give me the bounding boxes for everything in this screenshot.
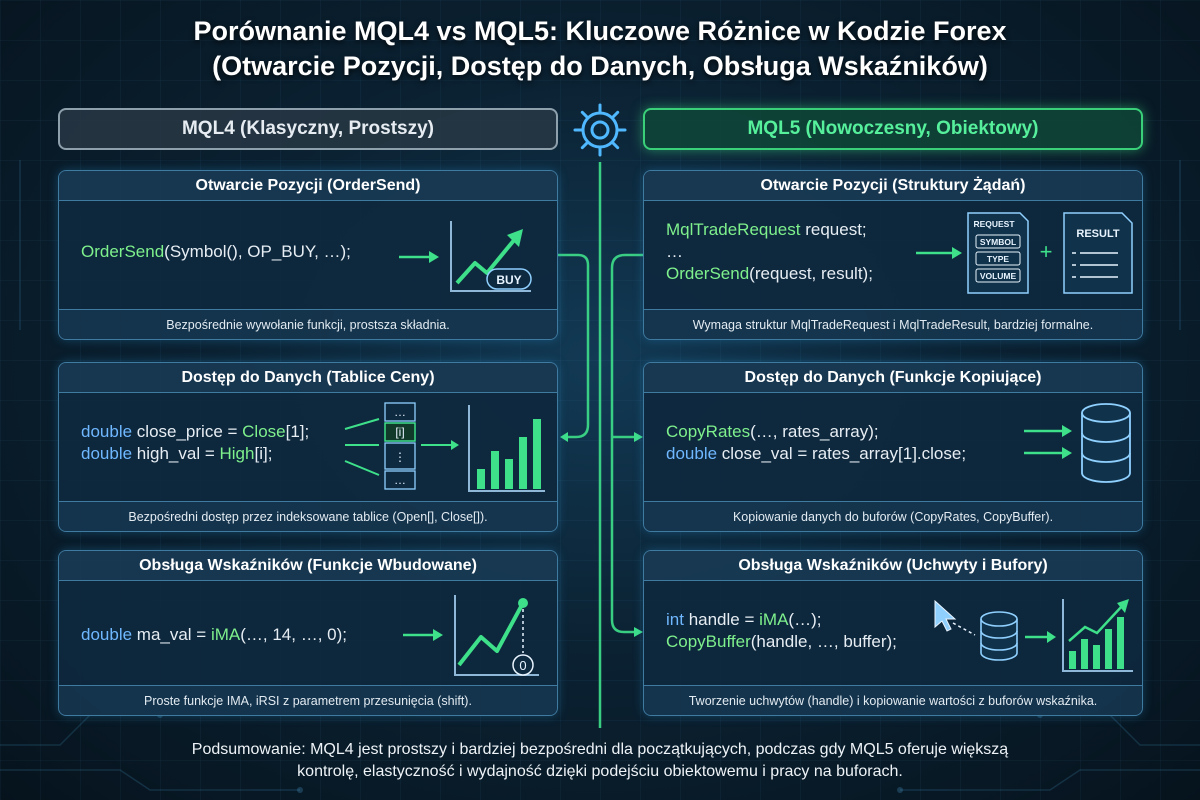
mql4-order-panel: Otwarcie Pozycji (OrderSend) OrderSend(S… — [58, 170, 558, 340]
code-mid: ma_val = — [132, 625, 211, 644]
code-rest: [1]; — [285, 422, 310, 441]
buy-badge: BUY — [496, 273, 521, 287]
mql5-column-header: MQL5 (Nowoczesny, Obiektowy) — [643, 108, 1143, 150]
array-cell: … — [394, 405, 406, 419]
mql4-column-header: MQL4 (Klasyczny, Prostszy) — [58, 108, 558, 150]
gear-icon — [573, 103, 627, 157]
main-title: Porównanie MQL4 vs MQL5: Kluczowe Różnic… — [0, 14, 1200, 84]
request-header: REQUEST — [973, 219, 1015, 229]
panel-footer: Proste funkcje IMA, iRSI z parametrem pr… — [59, 685, 557, 715]
code-fn: OrderSend — [666, 264, 750, 283]
code-ima: double ma_val = iMA(…, 14, …, 0); — [81, 624, 347, 646]
panel-footer: Bezpośredni dostęp przez indeksowane tab… — [59, 501, 557, 531]
code-rest: (…); — [788, 610, 822, 629]
code-fn: CopyRates — [666, 422, 751, 441]
code-fn: OrderSend — [81, 242, 165, 261]
code-ordersend: OrderSend(Symbol(), OP_BUY, …); — [81, 241, 351, 263]
panel-footer: Wymaga struktur MqlTradeRequest i MqlTra… — [644, 309, 1142, 339]
panel-title: Dostęp do Danych (Tablice Ceny) — [59, 363, 557, 393]
code-kw: double — [81, 625, 133, 644]
mql5-data-panel: Dostęp do Danych (Funkcje Kopiujące) Cop… — [643, 362, 1143, 532]
indicator-chart-icon: 0 — [403, 595, 539, 676]
array-cell: … — [394, 473, 406, 487]
array-cell: ⋮ — [394, 450, 406, 464]
buy-chart-icon: BUY — [399, 221, 532, 292]
code-fn: MqlTradeRequest — [666, 220, 801, 239]
code-rest: [i]; — [254, 444, 273, 463]
title-line-2: (Otwarcie Pozycji, Dostęp do Danych, Obs… — [212, 51, 988, 81]
code-mid: handle = — [683, 610, 760, 629]
code-rest: (Symbol(), OP_BUY, …); — [164, 242, 351, 261]
panel-title: Dostęp do Danych (Funkcje Kopiujące) — [644, 363, 1142, 393]
code-rest: (…, 14, …, 0); — [240, 625, 347, 644]
panel-footer: Kopiowanie danych do buforów (CopyRates,… — [644, 501, 1142, 531]
code-fn: Close — [242, 422, 286, 441]
code-fn: CopyBuffer — [666, 632, 751, 651]
cursor-icon — [934, 599, 957, 632]
mql4-indicator-panel: Obsługa Wskaźników (Funkcje Wbudowane) d… — [58, 550, 558, 716]
array-to-chart-icon: … [i] ⋮ … — [344, 402, 545, 492]
code-block: int handle = iMA(…); CopyBuffer(handle, … — [666, 609, 897, 653]
code-block: CopyRates(…, rates_array); double close_… — [666, 421, 966, 465]
mql4-data-panel: Dostęp do Danych (Tablice Ceny) double c… — [58, 362, 558, 532]
request-field: SYMBOL — [980, 237, 1016, 247]
code-mid: close_price = — [132, 422, 243, 441]
panel-footer: Tworzenie uchwytów (handle) i kopiowanie… — [644, 685, 1142, 715]
summary-text: Podsumowanie: MQL4 jest prostszy i bardz… — [0, 739, 1200, 783]
mql5-indicator-panel: Obsługa Wskaźników (Uchwyty i Bufory) in… — [643, 550, 1143, 716]
shift-label: 0 — [519, 658, 526, 673]
result-label: RESULT — [1076, 228, 1119, 240]
code-rest: (…, rates_array); — [750, 422, 879, 441]
code-kw: double — [81, 444, 133, 463]
code-ellipsis: … — [666, 242, 683, 261]
code-fn: iMA — [210, 625, 241, 644]
summary-line-2: kontrolę, elastyczność i wydajność dzięk… — [297, 763, 903, 780]
code-fn: iMA — [759, 610, 789, 629]
code-rest: (request, result); — [749, 264, 873, 283]
array-cell: [i] — [395, 425, 404, 439]
request-field: TYPE — [987, 254, 1010, 264]
code-block: double close_price = Close[1]; double hi… — [81, 421, 309, 465]
handle-buffer-icon — [934, 599, 1133, 672]
plus-sign: + — [1040, 239, 1053, 264]
code-block: MqlTradeRequest request; … OrderSend(req… — [666, 219, 873, 285]
request-result-icon: REQUEST SYMBOL TYPE VOLUME + RESULT — [916, 212, 1133, 294]
code-kw: double — [81, 422, 133, 441]
request-field: VOLUME — [980, 271, 1017, 281]
code-rest: request; — [800, 220, 867, 239]
summary-line-1: Podsumowanie: MQL4 jest prostszy i bardz… — [191, 741, 1009, 758]
panel-footer: Bezpośrednie wywołanie funkcji, prostsza… — [59, 309, 557, 339]
code-kw: double — [666, 444, 718, 463]
code-fn: High — [219, 444, 255, 463]
panel-title: Otwarcie Pozycji (Struktury Żądań) — [644, 171, 1142, 201]
panel-title: Otwarcie Pozycji (OrderSend) — [59, 171, 557, 201]
code-mid: high_val = — [132, 444, 220, 463]
title-line-1: Porównanie MQL4 vs MQL5: Kluczowe Różnic… — [193, 16, 1007, 46]
code-rest: close_val = rates_array[1].close; — [717, 444, 967, 463]
code-rest: (handle, …, buffer); — [750, 632, 897, 651]
panel-title: Obsługa Wskaźników (Funkcje Wbudowane) — [59, 551, 557, 581]
code-kw: int — [666, 610, 684, 629]
mql5-order-panel: Otwarcie Pozycji (Struktury Żądań) MqlTr… — [643, 170, 1143, 340]
panel-title: Obsługa Wskaźników (Uchwyty i Bufory) — [644, 551, 1142, 581]
database-icon — [1024, 403, 1131, 483]
